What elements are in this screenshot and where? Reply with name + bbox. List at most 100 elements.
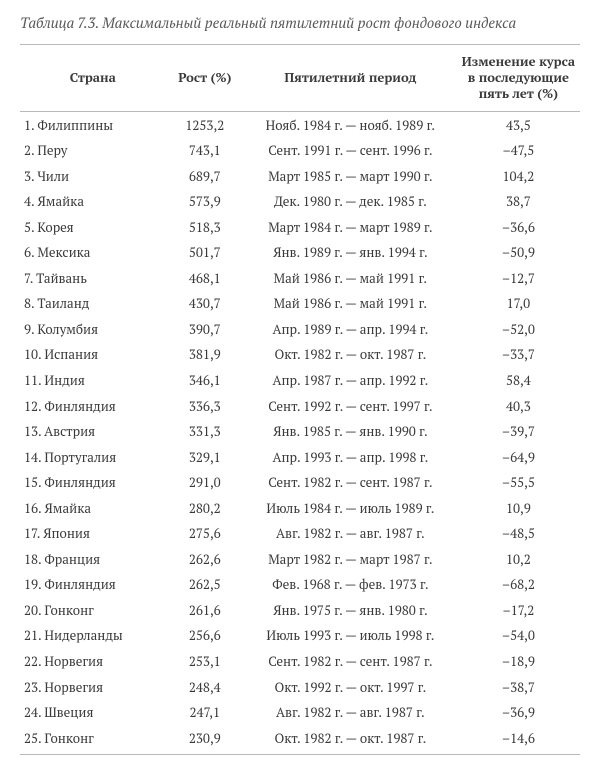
cell-period: Июль 1984 г. — июль 1989 г. — [244, 496, 457, 522]
cell-country: 20. Гонконг — [20, 598, 166, 624]
table-row: 24. Швеция247,1Авг. 1982 г. — авг. 1987 … — [20, 700, 580, 726]
table-row: 10. Испания381,9Окт. 1982 г. — окт. 1987… — [20, 342, 580, 368]
cell-growth: 468,1 — [166, 266, 244, 292]
cell-country: 23. Норвегия — [20, 674, 166, 700]
table-row: 2. Перу743,1Сент. 1991 г. — сент. 1996 г… — [20, 138, 580, 164]
cell-period: Май 1986 г. — май 1991 г. — [244, 266, 457, 292]
cell-country: 8. Таиланд — [20, 291, 166, 317]
table-number: Таблица 7.3. — [20, 14, 99, 33]
cell-country: 17. Япония — [20, 521, 166, 547]
cell-period: Окт. 1982 г. — окт. 1987 г. — [244, 342, 457, 368]
cell-change: –17,2 — [457, 598, 580, 624]
cell-change: 104,2 — [457, 163, 580, 189]
cell-country: 5. Корея — [20, 215, 166, 241]
cell-country: 7. Тайвань — [20, 266, 166, 292]
cell-growth: 256,6 — [166, 623, 244, 649]
table-row: 13. Австрия331,3Янв. 1985 г. — янв. 1990… — [20, 419, 580, 445]
cell-period: Сент. 1992 г. — сент. 1997 г. — [244, 393, 457, 419]
cell-change: –68,2 — [457, 572, 580, 598]
cell-change: –47,5 — [457, 138, 580, 164]
table-page: Таблица 7.3. Максимальный реальный пятил… — [0, 0, 600, 775]
table-row: 22. Норвегия253,1Сент. 1982 г. — сент. 1… — [20, 649, 580, 675]
cell-growth: 346,1 — [166, 368, 244, 394]
cell-change: –36,9 — [457, 700, 580, 726]
cell-change: –52,0 — [457, 317, 580, 343]
col-country: Страна — [20, 44, 166, 112]
cell-country: 12. Финляндия — [20, 393, 166, 419]
cell-growth: 262,6 — [166, 547, 244, 573]
cell-growth: 291,0 — [166, 470, 244, 496]
cell-change: –33,7 — [457, 342, 580, 368]
cell-change: –54,0 — [457, 623, 580, 649]
table-row: 18. Франция262,6Март 1982 г. — март 1987… — [20, 547, 580, 573]
cell-country: 16. Ямайка — [20, 496, 166, 522]
cell-growth: 501,7 — [166, 240, 244, 266]
cell-growth: 336,3 — [166, 393, 244, 419]
cell-period: Дек. 1980 г. — дек. 1985 г. — [244, 189, 457, 215]
cell-period: Окт. 1982 г. — окт. 1987 г. — [244, 725, 457, 754]
table-row: 1. Филиппины1253,2Нояб. 1984 г. — нояб. … — [20, 112, 580, 138]
cell-country: 14. Португалия — [20, 444, 166, 470]
table-row: 11. Индия346,1Апр. 1987 г. — апр. 1992 г… — [20, 368, 580, 394]
cell-country: 19. Финляндия — [20, 572, 166, 598]
table-row: 14. Португалия329,1Апр. 1993 г. — апр. 1… — [20, 444, 580, 470]
cell-period: Апр. 1989 г. — апр. 1994 г. — [244, 317, 457, 343]
cell-growth: 262,5 — [166, 572, 244, 598]
cell-period: Апр. 1993 г. — апр. 1998 г. — [244, 444, 457, 470]
cell-period: Март 1985 г. — март 1990 г. — [244, 163, 457, 189]
cell-period: Янв. 1989 г. — янв. 1994 г. — [244, 240, 457, 266]
table-header: Страна Рост (%) Пятилетний период Измене… — [20, 44, 580, 112]
cell-period: Фев. 1968 г. — фев. 1973 г. — [244, 572, 457, 598]
col-change: Изменение курса в последующие пять лет (… — [457, 44, 580, 112]
cell-period: Авг. 1982 г. — авг. 1987 г. — [244, 521, 457, 547]
table-row: 20. Гонконг261,6Янв. 1975 г. — янв. 1980… — [20, 598, 580, 624]
cell-change: –12,7 — [457, 266, 580, 292]
cell-change: –39,7 — [457, 419, 580, 445]
cell-country: 13. Австрия — [20, 419, 166, 445]
cell-country: 6. Мексика — [20, 240, 166, 266]
cell-period: Нояб. 1984 г. — нояб. 1989 г. — [244, 112, 457, 138]
table-row: 21. Нидерланды256,6Июль 1993 г. — июль 1… — [20, 623, 580, 649]
cell-country: 4. Ямайка — [20, 189, 166, 215]
cell-growth: 230,9 — [166, 725, 244, 754]
table-row: 17. Япония275,6Авг. 1982 г. — авг. 1987 … — [20, 521, 580, 547]
cell-country: 3. Чили — [20, 163, 166, 189]
cell-period: Июль 1993 г. — июль 1998 г. — [244, 623, 457, 649]
cell-country: 15. Финляндия — [20, 470, 166, 496]
col-growth: Рост (%) — [166, 44, 244, 112]
cell-growth: 331,3 — [166, 419, 244, 445]
table-row: 9. Колумбия390,7Апр. 1989 г. — апр. 1994… — [20, 317, 580, 343]
cell-change: 38,7 — [457, 189, 580, 215]
cell-change: –36,6 — [457, 215, 580, 241]
table-caption: Таблица 7.3. Максимальный реальный пятил… — [20, 14, 580, 34]
cell-period: Сент. 1982 г. — сент. 1987 г. — [244, 470, 457, 496]
cell-change: –50,9 — [457, 240, 580, 266]
cell-country: 21. Нидерланды — [20, 623, 166, 649]
cell-period: Май 1986 г. — май 1991 г. — [244, 291, 457, 317]
cell-period: Авг. 1982 г. — авг. 1987 г. — [244, 700, 457, 726]
cell-growth: 381,9 — [166, 342, 244, 368]
cell-change: –14,6 — [457, 725, 580, 754]
table-row: 8. Таиланд430,7Май 1986 г. — май 1991 г.… — [20, 291, 580, 317]
table-row: 6. Мексика501,7Янв. 1989 г. — янв. 1994 … — [20, 240, 580, 266]
cell-country: 10. Испания — [20, 342, 166, 368]
table-row: 15. Финляндия291,0Сент. 1982 г. — сент. … — [20, 470, 580, 496]
cell-growth: 275,6 — [166, 521, 244, 547]
cell-growth: 430,7 — [166, 291, 244, 317]
table-row: 25. Гонконг230,9Окт. 1982 г. — окт. 1987… — [20, 725, 580, 754]
cell-change: –38,7 — [457, 674, 580, 700]
cell-country: 25. Гонконг — [20, 725, 166, 754]
cell-change: 40,3 — [457, 393, 580, 419]
cell-country: 18. Франция — [20, 547, 166, 573]
table-body: 1. Филиппины1253,2Нояб. 1984 г. — нояб. … — [20, 112, 580, 754]
cell-growth: 280,2 — [166, 496, 244, 522]
table-row: 3. Чили689,7Март 1985 г. — март 1990 г.1… — [20, 163, 580, 189]
cell-country: 22. Норвегия — [20, 649, 166, 675]
cell-growth: 329,1 — [166, 444, 244, 470]
cell-change: 17,0 — [457, 291, 580, 317]
cell-country: 2. Перу — [20, 138, 166, 164]
table-row: 23. Норвегия248,4Окт. 1992 г. — окт. 199… — [20, 674, 580, 700]
table-row: 7. Тайвань468,1Май 1986 г. — май 1991 г.… — [20, 266, 580, 292]
cell-change: 43,5 — [457, 112, 580, 138]
table-row: 16. Ямайка280,2Июль 1984 г. — июль 1989 … — [20, 496, 580, 522]
